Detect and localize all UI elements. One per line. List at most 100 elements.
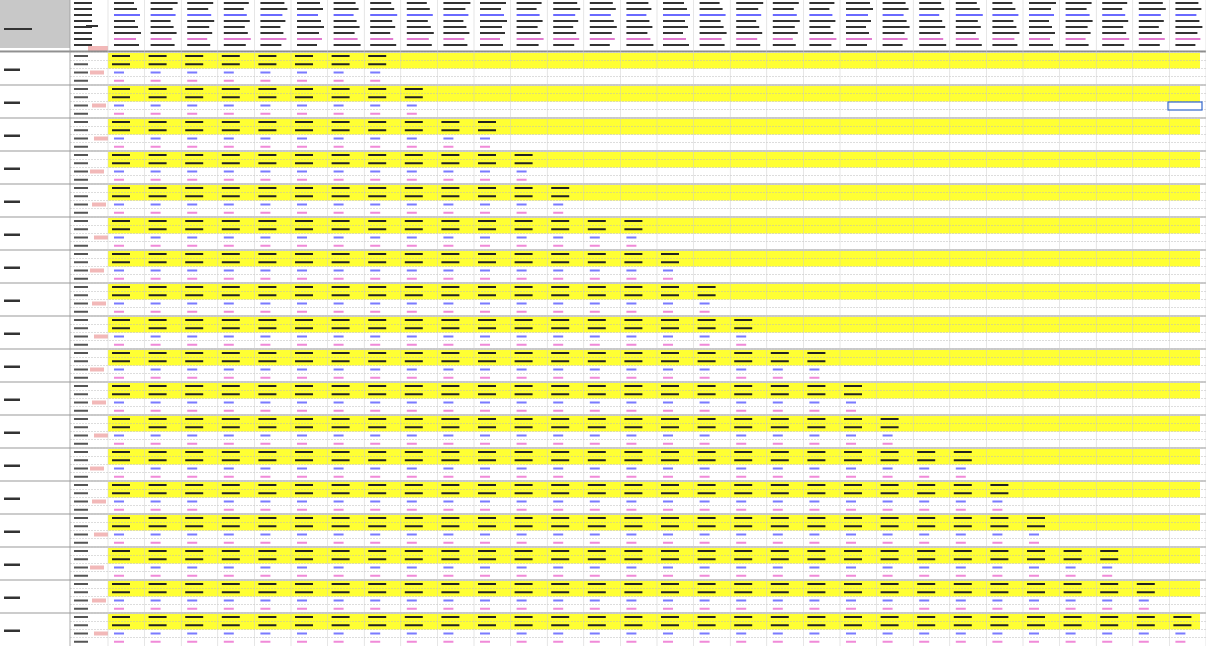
cell-text [331,583,350,585]
cell-text [480,211,490,214]
cell-text [295,253,313,255]
cell-text [185,451,204,453]
cell-text [441,459,460,462]
cell-text [258,352,277,354]
cell-text [809,475,820,478]
cell-text [443,599,454,602]
header-text [1029,32,1055,34]
cell-text [112,121,130,123]
header-text [370,26,396,28]
header-text [846,8,873,10]
cell-text [258,591,277,594]
cell-text [258,550,277,552]
cell-text [844,591,862,594]
cell-text [333,533,344,536]
cell-text [551,583,570,585]
cell-text [150,170,161,173]
cell-text [258,418,277,420]
total-cell [94,631,108,636]
cell-text [516,244,527,247]
cell-text [663,533,673,536]
header-text [699,8,723,10]
cell-text [333,640,344,643]
cell-text [1100,591,1119,594]
cell-text [150,71,161,74]
cell-text [114,640,124,643]
header-text [1065,38,1086,40]
cell-text [587,517,606,519]
sub-label-text [74,88,88,90]
cell-text [587,624,606,627]
cell-text [333,310,344,313]
cell-text [514,319,533,321]
cell-text [112,492,130,495]
cell-text [624,261,643,264]
cell-text [955,574,966,577]
cell-text [112,517,130,519]
row-label-text [4,233,20,236]
cell-text [844,459,862,462]
cell-text [443,574,454,577]
cell-text [404,492,423,495]
cell-text [553,574,564,577]
cell-text [846,409,856,412]
cell-text [260,475,271,478]
cell-text [624,525,643,528]
header-text [260,8,288,10]
cell-text [331,121,350,123]
cell-text [589,632,600,635]
cell-text [480,401,490,404]
header-text [1175,38,1201,40]
cell-text [260,236,271,239]
cell-text [1065,632,1076,635]
cell-text [587,228,606,231]
cell-text [514,459,533,462]
cell-text [331,253,350,255]
header-text [223,44,246,46]
cell-text [112,294,130,297]
cell-text [770,459,789,462]
cell-text [478,393,496,396]
header-text [297,14,318,16]
cell-text [297,335,307,338]
header-text [1175,14,1197,16]
cell-text [112,129,130,132]
cell-text [368,327,387,330]
sub-label-text [74,368,88,371]
cell-text [114,302,124,305]
cell-text [260,211,271,214]
cell-text [663,343,673,346]
row-label-text [4,629,20,632]
cell-text [112,327,130,330]
sub-label-text [74,541,88,544]
cell-text [368,96,387,99]
cell-text [114,401,124,404]
cell-text [736,467,747,470]
cell-text [221,492,240,495]
cell-text [919,475,930,478]
cell-text [626,244,637,247]
cell-text [955,607,966,610]
cell-text [846,508,856,511]
cell-text [478,591,496,594]
cell-text [551,418,570,420]
cell-text [770,550,789,552]
header-text [1138,26,1159,28]
header-text [1065,14,1090,16]
cell-text [114,71,124,74]
cell-text [661,525,679,528]
header-text [992,44,1018,46]
header-text [1029,14,1054,16]
cell-text [734,327,753,330]
cell-text [331,484,350,486]
header-text [150,32,177,34]
cell-text [223,277,234,280]
cell-text [809,599,820,602]
cell-text [917,583,936,585]
cell-text [148,187,167,189]
cell-text [917,517,936,519]
cell-text [260,409,271,412]
cell-text [807,583,826,585]
sub-label-text [74,104,88,107]
cell-text [587,591,606,594]
